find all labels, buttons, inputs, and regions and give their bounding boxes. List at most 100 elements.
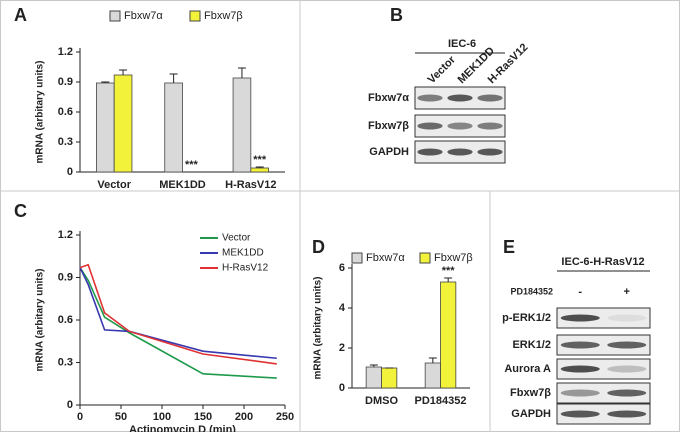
blot-band [607,341,647,349]
legend-swatch [109,10,121,22]
error-bar [101,81,110,83]
significance-label: *** [442,265,456,277]
row-label: Fbxw7β [368,120,409,132]
y-tick-label: 0.3 [58,356,73,368]
bar [381,367,398,389]
line [79,267,277,360]
row-label: Aurora A [504,363,551,375]
bar [250,167,269,173]
line [79,267,277,379]
blot-band [607,314,647,322]
blot-band [607,365,647,373]
x-axis-label: Actinomycin D (min) [129,424,236,432]
y-axis-label: mRNA (arbitary units) [313,277,324,380]
legend-swatch [189,10,201,22]
legend-swatch [351,252,363,264]
y-axis-label: mRNA (arbitary units) [35,61,46,164]
treatment-label: PD184352 [510,286,553,296]
y-tick-label: 0.9 [58,271,73,283]
y-tick-label: 0.6 [58,106,73,118]
error-bar [169,73,178,83]
bar [365,366,382,389]
error-bar [428,357,437,363]
x-tick-label: 100 [153,411,171,423]
error-bar [237,67,246,78]
y-tick-label: 6 [339,262,345,274]
bar [96,82,115,173]
y-tick-label: 0 [339,382,345,394]
blot-title: IEC-6 [448,38,476,50]
y-tick-label: 1.2 [58,46,73,58]
panel-label: A [14,5,27,25]
y-tick-label: 0.9 [58,76,73,88]
blot-strip [556,382,651,404]
bar [424,362,441,389]
x-tick-label: 150 [194,411,212,423]
bar [232,77,252,173]
blot-band [607,410,647,418]
x-tick-label: 0 [77,411,83,423]
panel-label: C [14,201,27,221]
row-label: ERK1/2 [512,339,551,351]
legend-label: H-RasV12 [222,263,269,274]
x-tick-label: 50 [115,411,127,423]
bar [113,74,133,173]
blot-band [477,94,503,102]
y-tick-label: 0.3 [58,136,73,148]
blot-band [417,148,443,156]
y-tick-label: 0 [67,166,73,178]
blot-band [417,122,443,130]
blot-strip [556,307,651,329]
x-tick-label: H-RasV12 [225,179,276,191]
blot-band [560,410,600,418]
blot-title: IEC-6-H-RasV12 [561,256,644,268]
row-label: p-ERK1/2 [502,312,551,324]
y-tick-label: 2 [339,342,345,354]
lane-label: H-RasV12 [486,41,531,86]
lane-label: - [578,286,582,298]
error-bar [444,277,453,282]
legend-label: Fbxw7β [434,252,473,264]
panel-label: E [503,237,515,257]
x-tick-label: 250 [276,411,294,423]
error-bar [119,69,128,75]
significance-label: *** [253,154,267,166]
y-tick-label: 4 [339,302,346,314]
bar [440,281,457,389]
blot-band [560,365,600,373]
line [79,263,277,365]
blot-band [607,389,647,397]
row-label: Fbxw7α [368,92,409,104]
x-tick-label: DMSO [365,395,398,407]
x-tick-label: MEK1DD [159,179,206,191]
legend-label: MEK1DD [222,248,264,259]
lane-label: Vector [426,53,459,86]
x-tick-label: 200 [235,411,253,423]
panel-label: B [390,5,403,25]
blot-band [417,94,443,102]
error-bar [255,166,264,168]
blot-strip [556,403,651,425]
blot-band [477,148,503,156]
x-tick-label: Vector [97,179,131,191]
y-tick-label: 1.2 [58,229,73,241]
legend-label: Vector [222,233,251,244]
y-tick-label: 0 [67,399,73,411]
legend-label: Fbxw7β [204,10,243,22]
blot-band [560,389,600,397]
y-axis-label: mRNA (arbitary units) [35,269,46,372]
row-label: Fbxw7β [510,387,551,399]
lane-label: + [624,286,630,298]
blot-band [447,148,473,156]
row-label: GAPDH [511,408,551,420]
legend-swatch [419,252,431,264]
legend-label: Fbxw7α [366,252,405,264]
blot-strip [556,358,651,380]
blot-band [560,341,600,349]
bar [164,82,183,173]
significance-label: *** [185,159,199,171]
blot-strip [556,334,651,356]
legend-label: Fbxw7α [124,10,163,22]
row-label: GAPDH [369,146,409,158]
